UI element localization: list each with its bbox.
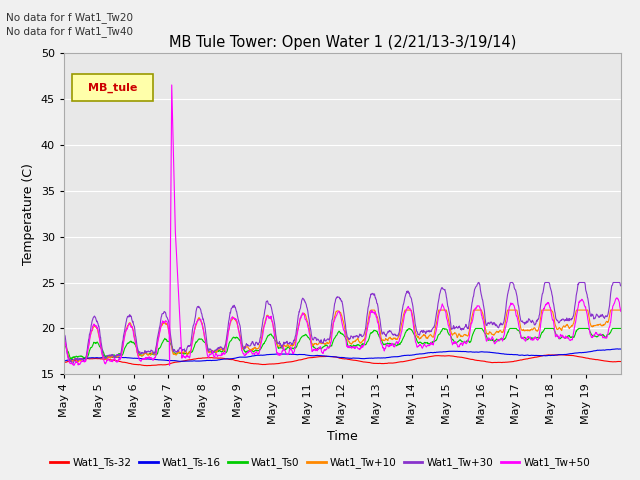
Text: No data for f Wat1_Tw40: No data for f Wat1_Tw40 <box>6 26 133 37</box>
Text: MB_tule: MB_tule <box>88 83 138 93</box>
X-axis label: Time: Time <box>327 430 358 443</box>
Text: No data for f Wat1_Tw20: No data for f Wat1_Tw20 <box>6 12 133 23</box>
Y-axis label: Temperature (C): Temperature (C) <box>22 163 35 264</box>
Title: MB Tule Tower: Open Water 1 (2/21/13-3/19/14): MB Tule Tower: Open Water 1 (2/21/13-3/1… <box>169 35 516 50</box>
FancyBboxPatch shape <box>72 74 153 101</box>
Legend: Wat1_Ts-32, Wat1_Ts-16, Wat1_Ts0, Wat1_Tw+10, Wat1_Tw+30, Wat1_Tw+50: Wat1_Ts-32, Wat1_Ts-16, Wat1_Ts0, Wat1_T… <box>45 453 595 472</box>
